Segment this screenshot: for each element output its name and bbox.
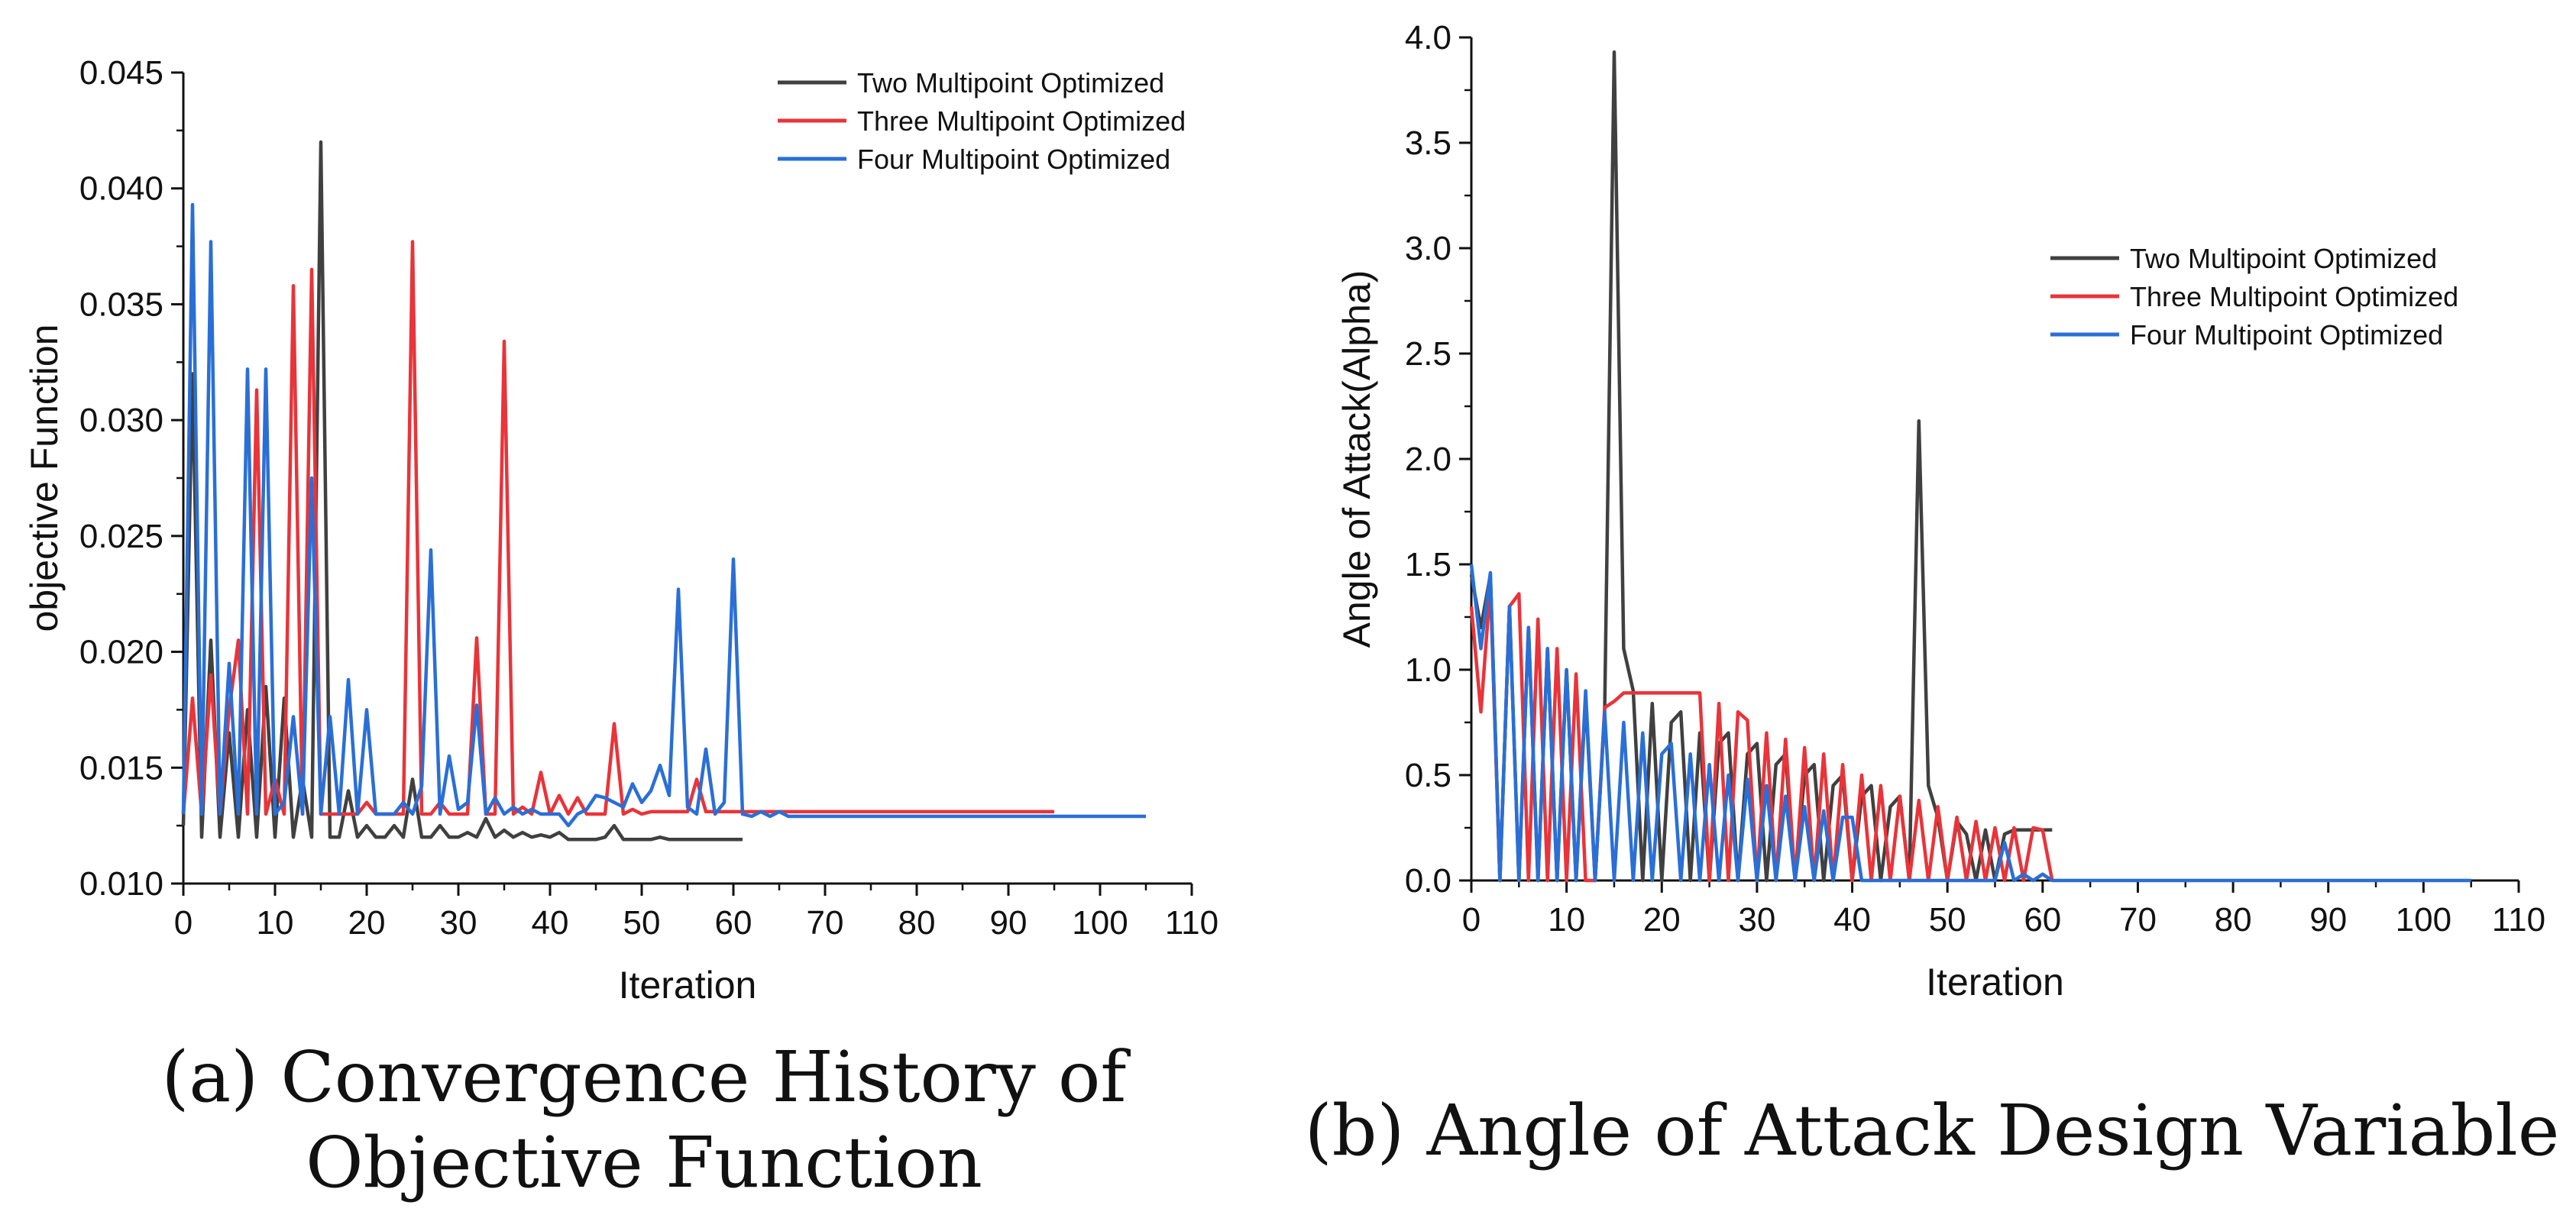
y-tick-label: 0.045 [79, 54, 163, 92]
legend-label: Three Multipoint Optimized [2130, 281, 2458, 312]
y-tick-label: 0.020 [79, 634, 163, 671]
x-tick-label: 30 [440, 904, 477, 942]
x-tick-label: 80 [2215, 901, 2252, 939]
x-tick-label: 110 [1165, 904, 1218, 942]
x-tick-label: 40 [532, 904, 569, 942]
x-tick-label: 90 [2309, 901, 2347, 939]
y-tick-label: 3.0 [1405, 230, 1451, 267]
x-tick-label: 60 [715, 904, 752, 942]
y-tick-label: 1.0 [1405, 651, 1451, 689]
y-tick-label: 0.5 [1405, 757, 1451, 794]
x-tick-label: 10 [1548, 901, 1585, 939]
series-line-three [181, 240, 1054, 816]
legend-label: Three Multipoint Optimized [857, 105, 1186, 137]
y-tick-label: 0.035 [79, 286, 163, 323]
x-tick-label: 0 [1462, 901, 1481, 939]
x-tick-label: 80 [898, 904, 936, 942]
x-tick-label: 20 [1643, 901, 1681, 939]
angle-of-attack-chart: 0 10 20 30 40 50 60 70 80 90 100 110 0.0 0.5 1.0 1.5 2.0… [1335, 19, 2545, 1003]
x-tick-label: 100 [1072, 904, 1128, 942]
chart-panel-b: 0 10 20 30 40 50 60 70 80 90 100 110 0.0 0.5 1.0 1.5 2.0… [1288, 0, 2576, 1231]
legend-label: Four Multipoint Optimized [2130, 319, 2443, 351]
x-tick-label: 20 [348, 904, 386, 942]
caption-b: (b) Angle of Attack Design Variable [1304, 1090, 2560, 1171]
x-axis-label: Iteration [619, 964, 757, 1006]
series-line-four [181, 202, 1146, 828]
x-tick-label: 70 [2119, 901, 2157, 939]
caption-a: (a) Convergence History of Objective Fun… [161, 1036, 1127, 1204]
y-tick-label: 0.015 [79, 749, 163, 787]
x-tick-label: 100 [2396, 901, 2451, 939]
y-tick-label: 2.5 [1405, 335, 1451, 373]
legend-label: Two Multipoint Optimized [857, 67, 1164, 99]
series-line-three [1469, 583, 2054, 883]
x-tick-label: 90 [990, 904, 1027, 942]
x-tick-label: 60 [2024, 901, 2061, 939]
x-tick-label: 10 [257, 904, 294, 942]
y-axis-label: Angle of Attack(Alpha) [1335, 270, 1378, 648]
objective-function-chart: 0 10 20 30 40 50 60 70 80 90 100 110 0.010 0.015 0.020… [23, 54, 1218, 1006]
y-tick-label: 0.025 [79, 518, 163, 555]
y-tick-label: 2.0 [1405, 441, 1451, 478]
x-tick-label: 40 [1833, 901, 1871, 939]
y-tick-label: 0.030 [79, 402, 163, 439]
y-tick-label: 0.010 [79, 865, 163, 903]
x-tick-label: 30 [1738, 901, 1775, 939]
y-tick-label: 0.040 [79, 170, 163, 208]
y-axis-label: objective Function [23, 324, 66, 632]
y-tick-label: 4.0 [1405, 19, 1451, 57]
x-tick-label: 70 [807, 904, 844, 942]
x-tick-label: 50 [623, 904, 661, 942]
y-tick-label: 1.5 [1405, 546, 1451, 583]
x-tick-label: 110 [2492, 901, 2545, 939]
series-line-four [1469, 564, 2471, 883]
y-tick-label: 0.0 [1405, 862, 1451, 900]
y-tick-label: 3.5 [1405, 124, 1451, 162]
x-axis-label: Iteration [1926, 961, 2064, 1003]
x-tick-label: 50 [1929, 901, 1966, 939]
legend-label: Four Multipoint Optimized [857, 144, 1170, 175]
legend-label: Two Multipoint Optimized [2130, 243, 2437, 274]
series-line-two [1469, 50, 2053, 883]
x-tick-label: 0 [174, 904, 193, 942]
chart-panel-a: 0 10 20 30 40 50 60 70 80 90 100 110 0.010 0.015 0.020… [23, 54, 1218, 1204]
